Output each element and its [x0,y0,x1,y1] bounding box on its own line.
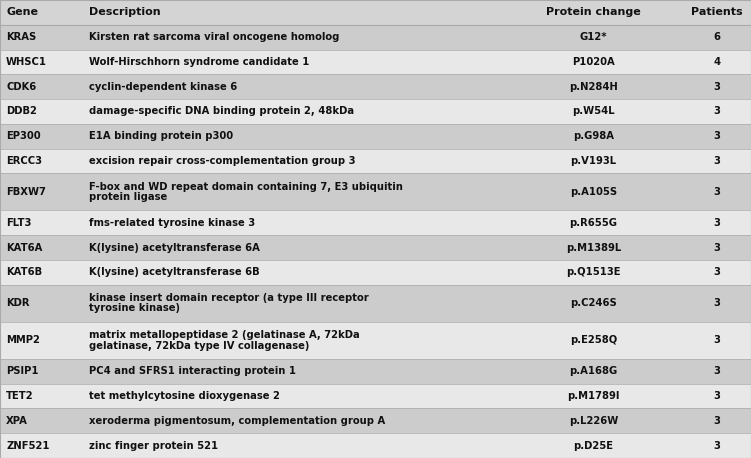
Text: K(lysine) acetyltransferase 6B: K(lysine) acetyltransferase 6B [89,267,259,278]
Text: 3: 3 [713,267,721,278]
Bar [0,433,751,458]
Text: p.M1389L: p.M1389L [566,243,621,252]
Bar [0,173,751,210]
Text: 3: 3 [713,416,721,426]
Bar [0,235,751,260]
Bar [0,384,751,409]
Text: p.N284H: p.N284H [569,82,617,92]
Text: 3: 3 [713,218,721,228]
Text: 3: 3 [713,391,721,401]
Text: WHSC1: WHSC1 [6,57,47,67]
Text: DDB2: DDB2 [6,106,37,116]
Text: tyrosine kinase): tyrosine kinase) [89,304,179,313]
Text: PSIP1: PSIP1 [6,366,38,376]
Bar [0,0,751,25]
Text: EP300: EP300 [6,131,41,141]
Text: 3: 3 [713,187,721,197]
Text: matrix metallopeptidase 2 (gelatinase A, 72kDa: matrix metallopeptidase 2 (gelatinase A,… [89,330,360,340]
Text: MMP2: MMP2 [6,335,40,345]
Bar [0,210,751,235]
Text: 4: 4 [713,57,721,67]
Text: Patients: Patients [692,7,743,17]
Bar [0,285,751,322]
Text: p.A105S: p.A105S [570,187,617,197]
Text: ZNF521: ZNF521 [6,441,50,451]
Text: ERCC3: ERCC3 [6,156,42,166]
Text: p.R655G: p.R655G [569,218,617,228]
Text: p.A168G: p.A168G [569,366,617,376]
Text: E1A binding protein p300: E1A binding protein p300 [89,131,233,141]
Text: Wolf-Hirschhorn syndrome candidate 1: Wolf-Hirschhorn syndrome candidate 1 [89,57,309,67]
Bar [0,409,751,433]
Text: K(lysine) acetyltransferase 6A: K(lysine) acetyltransferase 6A [89,243,260,252]
Bar [0,74,751,99]
Text: p.C246S: p.C246S [570,298,617,308]
Text: CDK6: CDK6 [6,82,36,92]
Bar [0,148,751,173]
Text: FLT3: FLT3 [6,218,32,228]
Text: zinc finger protein 521: zinc finger protein 521 [89,441,218,451]
Text: 6: 6 [713,32,721,42]
Text: p.G98A: p.G98A [573,131,614,141]
Text: excision repair cross-complementation group 3: excision repair cross-complementation gr… [89,156,355,166]
Text: TET2: TET2 [6,391,34,401]
Text: Protein change: Protein change [546,7,641,17]
Text: KDR: KDR [6,298,29,308]
Bar [0,322,751,359]
Bar [0,359,751,384]
Text: 3: 3 [713,156,721,166]
Text: p.E258Q: p.E258Q [570,335,617,345]
Text: damage-specific DNA binding protein 2, 48kDa: damage-specific DNA binding protein 2, 4… [89,106,354,116]
Text: fms-related tyrosine kinase 3: fms-related tyrosine kinase 3 [89,218,255,228]
Text: 3: 3 [713,366,721,376]
Bar [0,49,751,74]
Text: FBXW7: FBXW7 [6,187,46,197]
Text: F-box and WD repeat domain containing 7, E3 ubiquitin: F-box and WD repeat domain containing 7,… [89,182,403,191]
Text: protein ligase: protein ligase [89,192,167,202]
Text: G12*: G12* [580,32,607,42]
Text: 3: 3 [713,335,721,345]
Text: tet methylcytosine dioxygenase 2: tet methylcytosine dioxygenase 2 [89,391,279,401]
Text: p.L226W: p.L226W [569,416,618,426]
Text: 3: 3 [713,131,721,141]
Text: KAT6B: KAT6B [6,267,42,278]
Text: Gene: Gene [6,7,38,17]
Text: 3: 3 [713,441,721,451]
Text: p.M1789I: p.M1789I [567,391,620,401]
Text: cyclin-dependent kinase 6: cyclin-dependent kinase 6 [89,82,237,92]
Text: p.Q1513E: p.Q1513E [566,267,620,278]
Text: gelatinase, 72kDa type IV collagenase): gelatinase, 72kDa type IV collagenase) [89,341,309,351]
Text: PC4 and SFRS1 interacting protein 1: PC4 and SFRS1 interacting protein 1 [89,366,296,376]
Text: kinase insert domain receptor (a type III receptor: kinase insert domain receptor (a type II… [89,293,369,303]
Text: p.V193L: p.V193L [570,156,617,166]
Text: 3: 3 [713,106,721,116]
Text: XPA: XPA [6,416,28,426]
Text: xeroderma pigmentosum, complementation group A: xeroderma pigmentosum, complementation g… [89,416,385,426]
Text: KAT6A: KAT6A [6,243,42,252]
Text: 3: 3 [713,298,721,308]
Bar [0,25,751,49]
Text: 3: 3 [713,243,721,252]
Text: Kirsten rat sarcoma viral oncogene homolog: Kirsten rat sarcoma viral oncogene homol… [89,32,339,42]
Text: p.D25E: p.D25E [573,441,614,451]
Text: P1020A: P1020A [572,57,614,67]
Bar [0,260,751,285]
Text: KRAS: KRAS [6,32,36,42]
Text: Description: Description [89,7,160,17]
Text: 3: 3 [713,82,721,92]
Text: p.W54L: p.W54L [572,106,614,116]
Bar [0,99,751,124]
Bar [0,124,751,148]
